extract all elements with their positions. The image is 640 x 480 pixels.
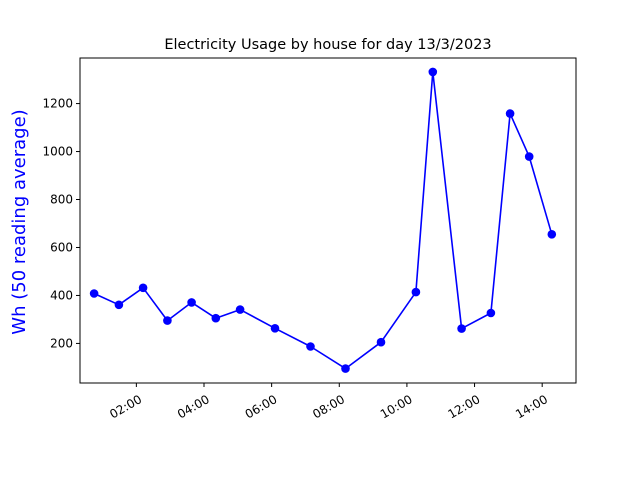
data-point (376, 337, 386, 347)
series-line (93, 71, 553, 370)
x-tick-label: 02:00 (107, 392, 144, 421)
data-point (457, 324, 466, 333)
y-tick-label: 1000 (42, 145, 73, 159)
y-tick-label: 200 (50, 336, 73, 350)
data-point (486, 308, 496, 318)
x-tick-label: 06:00 (243, 392, 280, 421)
data-point (428, 67, 438, 77)
data-point (524, 152, 534, 161)
data-point (547, 230, 557, 239)
data-point (211, 313, 221, 323)
x-tick-label: 08:00 (310, 392, 347, 421)
data-point (187, 298, 196, 307)
data-point (270, 324, 280, 333)
x-tick-label: 14:00 (513, 392, 550, 421)
data-point (163, 316, 172, 325)
data-point (235, 305, 245, 314)
data-point (341, 364, 350, 373)
y-tick-label: 400 (50, 288, 73, 302)
y-axis-label: Wh (50 reading average) (9, 109, 30, 334)
data-point (505, 109, 515, 118)
x-tick-label: 12:00 (445, 392, 482, 421)
data-point (411, 287, 421, 297)
x-tick-label: 04:00 (175, 392, 212, 421)
x-tick-label: 10:00 (378, 392, 415, 421)
chart-title: Electricity Usage by house for day 13/3/… (164, 37, 491, 53)
y-tick-label: 800 (50, 193, 73, 207)
data-point (306, 342, 315, 351)
plot-area-frame (79, 57, 577, 384)
data-point (89, 289, 99, 298)
data-point (138, 283, 148, 293)
y-tick-label: 600 (50, 240, 73, 254)
y-tick-label: 1200 (42, 97, 73, 111)
data-point (114, 300, 124, 310)
